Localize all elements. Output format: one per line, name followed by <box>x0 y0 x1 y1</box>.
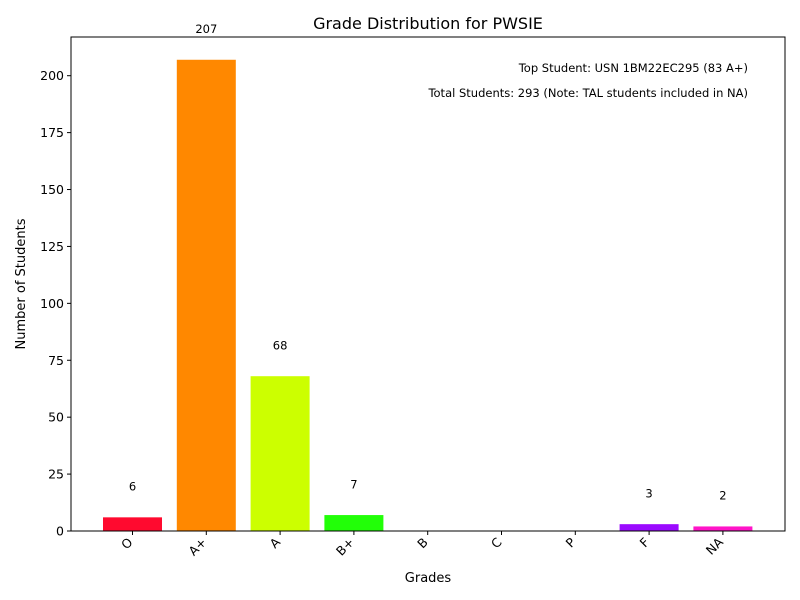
y-axis-label: Number of Students <box>14 218 29 349</box>
annotation-top-student: Top Student: USN 1BM22EC295 (83 A+) <box>518 61 748 75</box>
x-tick-label-O: O <box>118 534 136 552</box>
x-tick-label-B: B <box>414 535 431 552</box>
y-tick-label-0: 0 <box>56 524 64 539</box>
bar-B+ <box>324 515 384 531</box>
x-tick-label-F: F <box>637 535 653 551</box>
bar-NA <box>693 526 753 531</box>
value-label-A+: 207 <box>195 22 217 36</box>
x-tick-label-C: C <box>488 534 505 551</box>
value-labels-layer: 6 207 68 7 3 2 <box>129 22 727 503</box>
y-tick-label-100: 100 <box>40 296 64 311</box>
value-label-NA: 2 <box>719 489 726 503</box>
annotations-layer: Top Student: USN 1BM22EC295 (83 A+) Tota… <box>427 61 748 100</box>
y-axis: 0 25 50 75 100 125 150 175 200 <box>40 68 71 539</box>
annotation-total-students: Total Students: 293 (Note: TAL students … <box>427 86 748 100</box>
x-tick-label-NA: NA <box>703 534 727 558</box>
x-tick-label-B+: B+ <box>333 535 357 559</box>
y-tick-label-150: 150 <box>40 182 64 197</box>
x-axis: O A+ A B+ B C P F NA <box>118 531 726 559</box>
chart-title: Grade Distribution for PWSIE <box>313 14 543 33</box>
bar-A <box>250 376 310 531</box>
y-tick-label-200: 200 <box>40 68 64 83</box>
bar-F <box>619 524 679 531</box>
y-tick-label-50: 50 <box>48 410 64 425</box>
y-tick-label-25: 25 <box>48 467 64 482</box>
bars-layer <box>103 59 753 531</box>
value-label-B+: 7 <box>350 477 357 491</box>
y-tick-label-125: 125 <box>40 239 64 254</box>
bar-A+ <box>176 59 236 531</box>
x-tick-label-P: P <box>562 534 578 550</box>
value-label-O: 6 <box>129 480 136 494</box>
plot-frame <box>70 36 786 532</box>
y-tick-label-75: 75 <box>48 353 64 368</box>
value-label-F: 3 <box>645 486 652 500</box>
value-label-A: 68 <box>273 338 288 352</box>
bar-O <box>103 517 162 531</box>
y-tick-label-175: 175 <box>40 125 64 140</box>
x-axis-label: Grades <box>405 571 452 586</box>
x-tick-label-A: A <box>267 534 284 551</box>
x-tick-label-A+: A+ <box>185 535 209 559</box>
